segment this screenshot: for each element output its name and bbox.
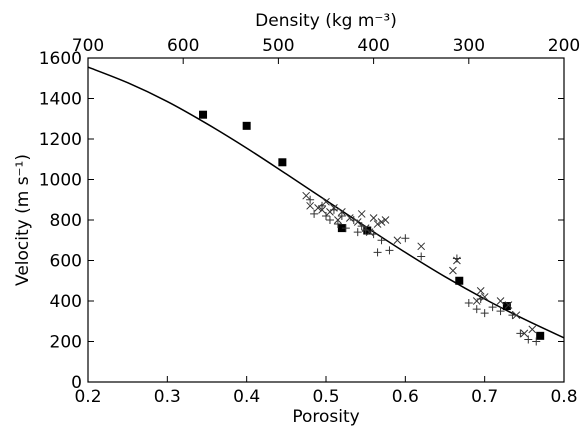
plus-point bbox=[472, 305, 481, 314]
square-point bbox=[242, 121, 251, 130]
plus-point bbox=[322, 211, 330, 220]
x-point bbox=[357, 210, 366, 218]
series-plus bbox=[306, 195, 541, 346]
x-point bbox=[373, 220, 382, 228]
plus-point bbox=[369, 230, 378, 239]
y-tick-label: 800 bbox=[50, 211, 82, 231]
plus-point bbox=[532, 337, 541, 346]
plot-marks bbox=[87, 66, 565, 346]
x-tick-label: 0.8 bbox=[550, 387, 577, 407]
plus-point bbox=[377, 236, 386, 245]
plus-point bbox=[337, 211, 346, 220]
x-point bbox=[528, 325, 537, 334]
square-point bbox=[536, 331, 545, 340]
plus-point bbox=[401, 234, 410, 243]
x-point bbox=[417, 242, 426, 251]
plus-point bbox=[306, 195, 315, 204]
x-tick-label: 0.7 bbox=[471, 387, 498, 407]
y-axis-title: Velocity (m s⁻¹) bbox=[13, 154, 33, 286]
plus-point bbox=[385, 246, 394, 255]
x-tick-label: 0.3 bbox=[154, 387, 181, 407]
series-line bbox=[87, 66, 565, 339]
x-point bbox=[377, 218, 386, 226]
y-tick-label: 600 bbox=[50, 252, 82, 272]
plus-point bbox=[476, 294, 485, 303]
x-point bbox=[302, 191, 311, 200]
plus-point bbox=[361, 226, 370, 235]
y-tick-label: 1200 bbox=[39, 130, 82, 150]
plus-point bbox=[496, 307, 505, 316]
top-tick-label: 400 bbox=[357, 36, 389, 56]
plus-point bbox=[333, 220, 342, 229]
plus-point bbox=[452, 254, 461, 263]
plus-point bbox=[341, 224, 350, 233]
series-x bbox=[302, 191, 537, 338]
x-point bbox=[318, 206, 326, 214]
plus-point bbox=[417, 252, 426, 261]
x-tick-label: 0.5 bbox=[312, 387, 339, 407]
plus-point bbox=[349, 216, 358, 224]
top-tick-label: 700 bbox=[72, 36, 104, 56]
x-point bbox=[393, 236, 402, 245]
x-point bbox=[476, 287, 485, 295]
plus-point bbox=[524, 335, 533, 344]
y-tick-label: 400 bbox=[50, 292, 82, 312]
y-tick-label: 1000 bbox=[39, 171, 82, 191]
square-point bbox=[278, 158, 287, 167]
x-point bbox=[449, 266, 457, 275]
plus-point bbox=[310, 209, 319, 218]
y-tick-label: 1600 bbox=[39, 49, 82, 69]
x-point bbox=[504, 301, 513, 309]
plus-point bbox=[508, 311, 517, 320]
axes: 0.2 0.3 0.4 0.5 0.6 0.7 0.8 700 600 500 400 300 200 0… bbox=[39, 36, 580, 407]
x-point bbox=[322, 197, 330, 206]
top-tick-label: 600 bbox=[167, 36, 199, 56]
model-curve bbox=[87, 66, 565, 339]
square-point bbox=[455, 276, 464, 285]
x-point bbox=[306, 201, 314, 210]
plus-point bbox=[329, 205, 338, 214]
y-tick-label: 1400 bbox=[39, 90, 82, 110]
plus-point bbox=[325, 216, 334, 224]
plus-point bbox=[318, 201, 327, 210]
x-tick-label: 0.2 bbox=[74, 387, 101, 407]
y-tick-label: 200 bbox=[50, 333, 82, 353]
top-tick-label: 500 bbox=[262, 36, 294, 56]
square-point bbox=[199, 110, 208, 119]
plus-point bbox=[353, 228, 362, 237]
x-point bbox=[496, 297, 505, 305]
plus-point bbox=[516, 329, 525, 338]
x-point bbox=[381, 216, 390, 224]
x-tick-label: 0.6 bbox=[392, 387, 419, 407]
top-tick-label: 300 bbox=[453, 36, 485, 56]
plus-point bbox=[488, 303, 497, 312]
plus-point bbox=[357, 222, 366, 231]
plus-point bbox=[464, 299, 473, 308]
top-tick-label: 200 bbox=[548, 36, 580, 56]
x-point bbox=[369, 214, 378, 222]
x-axis-title: Porosity bbox=[292, 407, 359, 427]
x-point bbox=[338, 208, 346, 216]
y-tick-label: 0 bbox=[71, 373, 82, 393]
top-axis-title: Density (kg m⁻³) bbox=[255, 11, 397, 31]
x-tick-label: 0.4 bbox=[233, 387, 260, 407]
x-point bbox=[334, 216, 342, 224]
plus-point bbox=[480, 309, 489, 318]
plus-point bbox=[373, 248, 382, 257]
